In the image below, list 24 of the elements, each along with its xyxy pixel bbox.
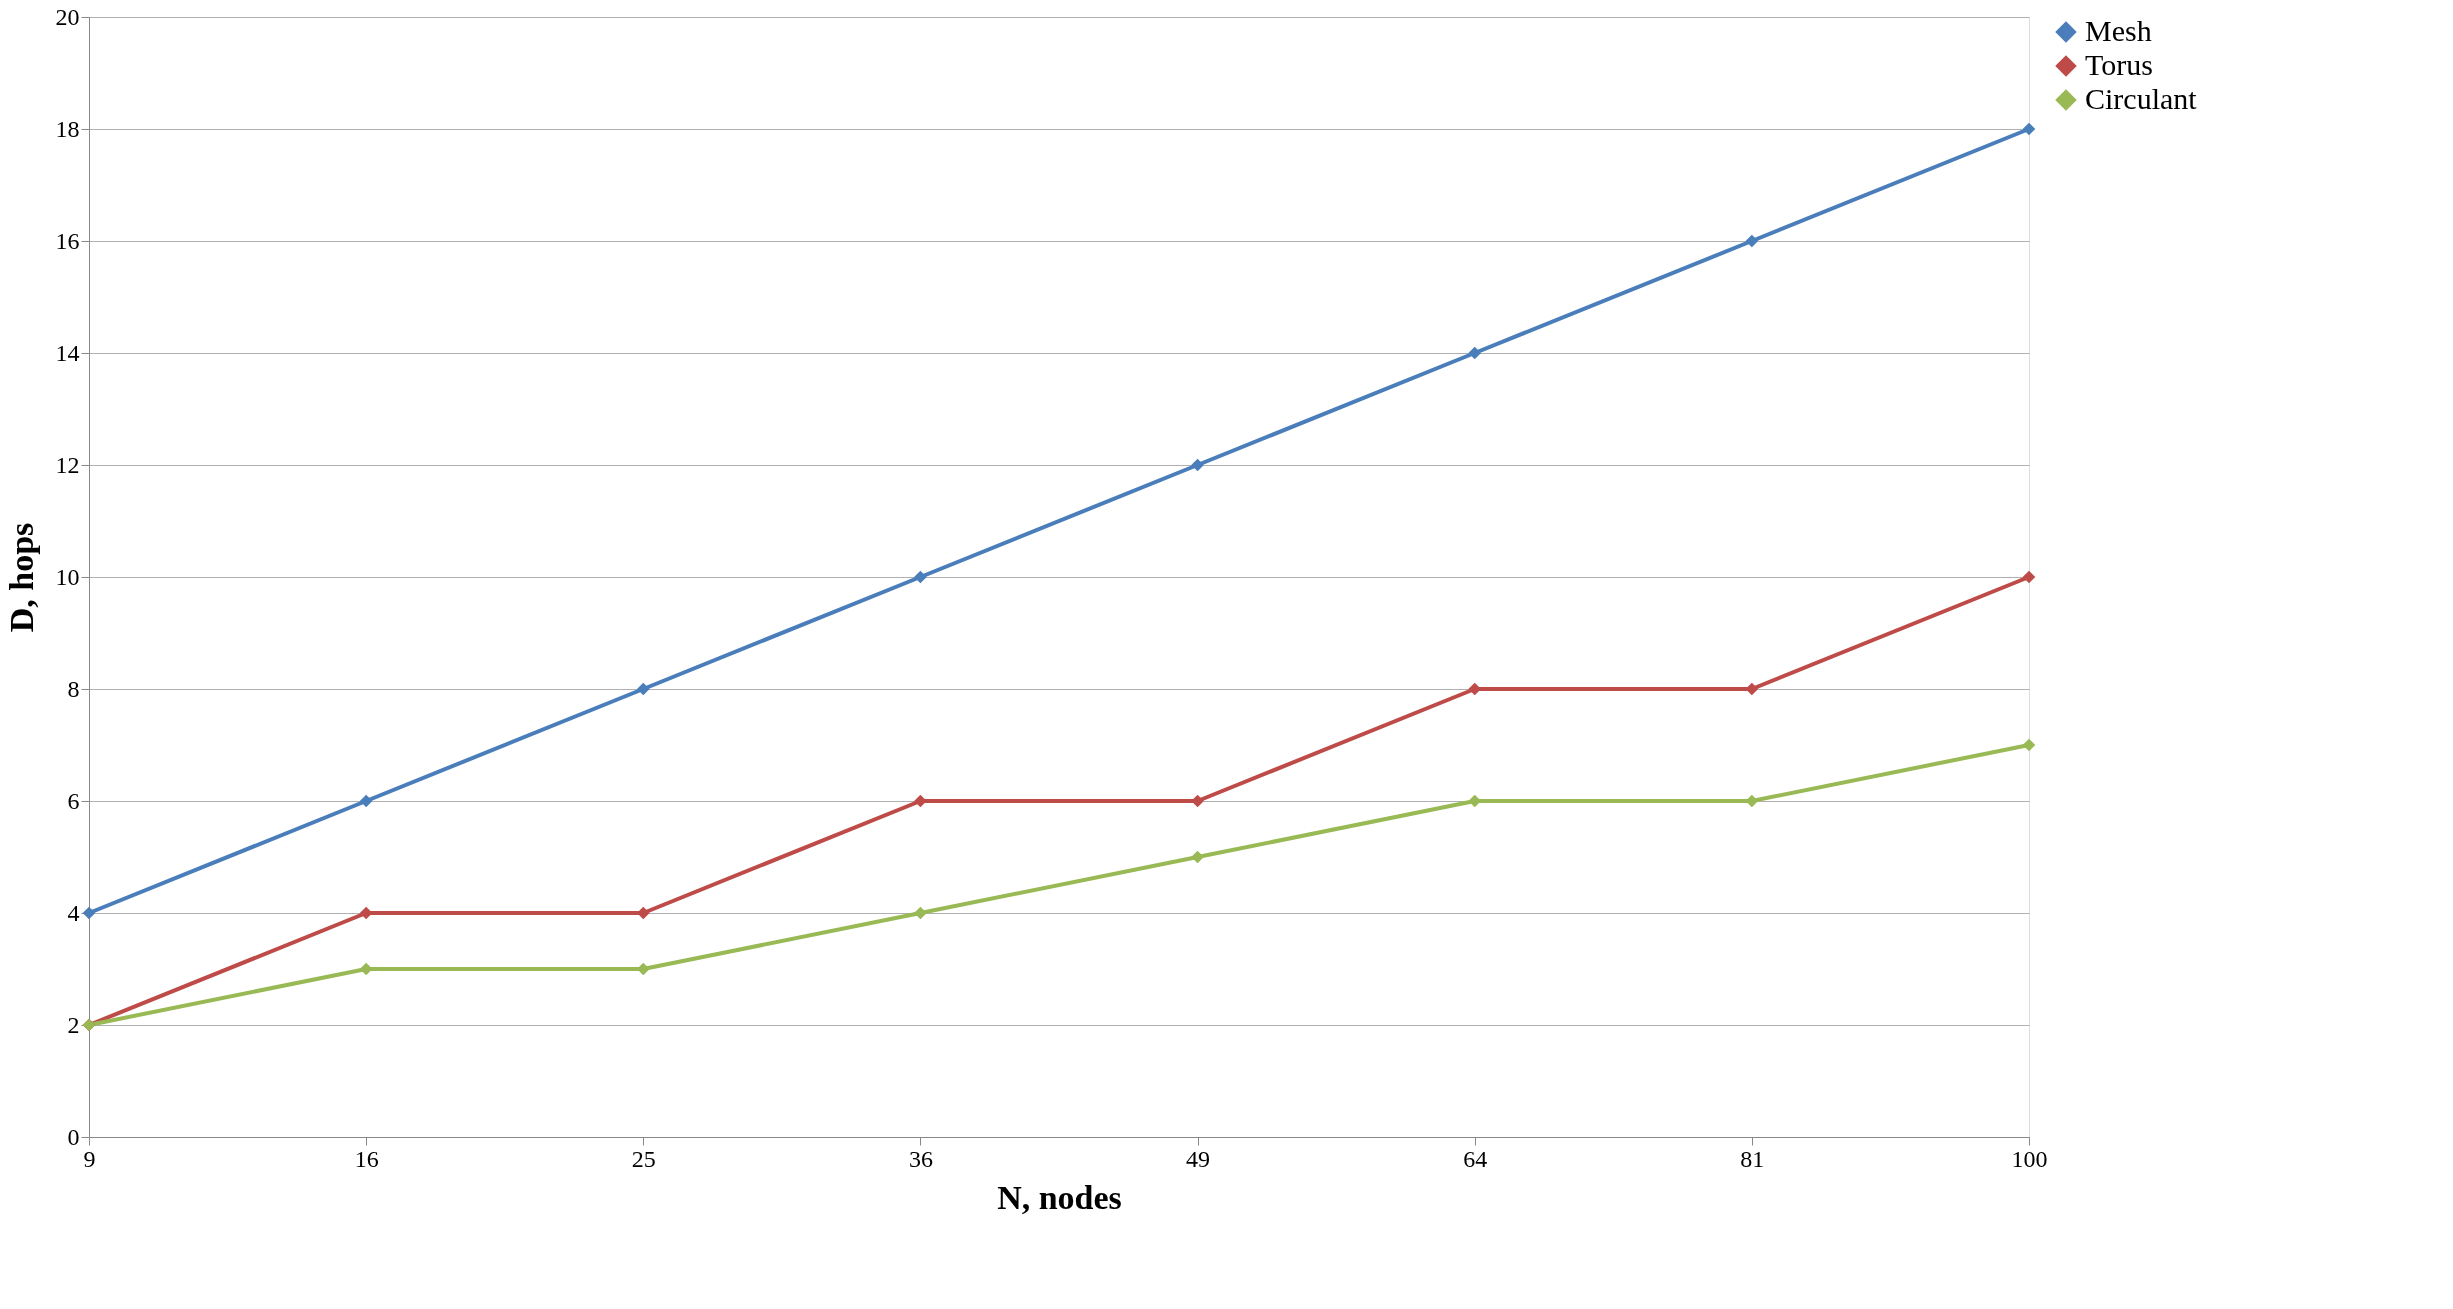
y-tick-label: 0 [67,1123,80,1150]
legend-label: Circulant [2085,82,2198,115]
x-axis-title: N, nodes [997,1178,1122,1216]
x-tick-label: 16 [354,1145,379,1172]
x-tick-label: 81 [1740,1145,1765,1172]
y-tick-label: 8 [67,675,80,702]
y-tick-label: 2 [67,1011,80,1038]
x-tick-label: 36 [908,1145,933,1172]
y-tick-label: 18 [55,115,80,142]
y-tick-label: 20 [55,3,80,30]
y-tick-label: 10 [55,563,80,590]
x-tick-label: 25 [631,1145,656,1172]
y-tick-label: 14 [55,339,80,366]
y-tick-label: 4 [67,899,80,926]
y-tick-label: 12 [55,451,80,478]
x-tick-label: 49 [1186,1145,1211,1172]
x-tick-label: 100 [2011,1145,2048,1172]
legend-label: Torus [2085,48,2153,81]
y-tick-label: 16 [55,227,80,254]
x-tick-label: 9 [83,1145,96,1172]
y-axis-title: D, hops [2,522,40,633]
legend-label: Mesh [2085,14,2152,47]
x-tick-label: 64 [1463,1145,1488,1172]
y-tick-label: 6 [67,787,80,814]
